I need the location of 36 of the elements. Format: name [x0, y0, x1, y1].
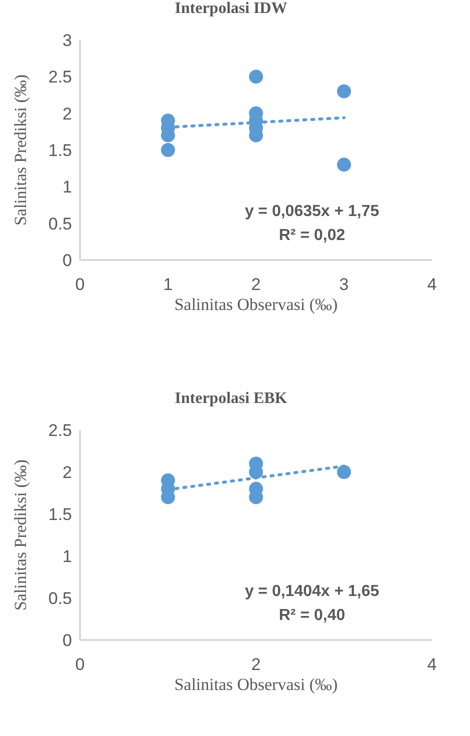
chart-title: Interpolasi EBK [174, 390, 288, 408]
y-tick-label: 2 [62, 463, 72, 482]
point [337, 84, 351, 98]
y-tick-label: 0 [62, 251, 72, 270]
y-tick-label: 3 [62, 31, 72, 50]
x-axis-title: Salinitas Observasi (‰) [174, 295, 338, 314]
x-tick-label: 2 [251, 275, 261, 294]
y-tick-label: 1.5 [48, 141, 72, 160]
y-axis-title: Salinitas Prediksi (‰) [11, 74, 30, 226]
annotation: y = 0,1404x + 1,65 [244, 582, 380, 602]
y-tick-label: 1 [62, 178, 72, 197]
point [249, 70, 263, 84]
y-tick-label: 0.5 [48, 214, 72, 234]
y-tick-label: 0 [62, 631, 72, 650]
x-tick-label: 4 [427, 275, 437, 294]
point [161, 143, 175, 157]
x-tick-label: 0 [75, 275, 85, 294]
x-tick-label: 3 [339, 275, 349, 294]
point [337, 158, 351, 172]
y-tick-label: 0.5 [48, 589, 72, 608]
y-tick-label: 2 [62, 104, 72, 124]
y-tick-label: 1 [62, 547, 72, 566]
chart-title: Interpolasi IDW [174, 0, 288, 18]
x-tick-label: 0 [75, 655, 85, 674]
x-tick-label: 1 [163, 275, 173, 294]
annotation: R² = 0,40 [278, 606, 346, 626]
annotation: y = 0,0635x + 1,75 [244, 202, 380, 222]
y-tick-label: 2.5 [48, 68, 72, 87]
x-tick-label: 4 [427, 655, 437, 674]
y-tick-label: 1.5 [48, 505, 72, 524]
y-tick-label: 2.5 [48, 421, 72, 440]
annotation: R² = 0,02 [278, 226, 346, 246]
y-axis-title: Salinitas Prediksi (‰) [11, 459, 30, 611]
point [337, 465, 351, 479]
x-axis-title: Salinitas Observasi (‰) [174, 675, 338, 694]
x-tick-label: 2 [251, 655, 261, 674]
